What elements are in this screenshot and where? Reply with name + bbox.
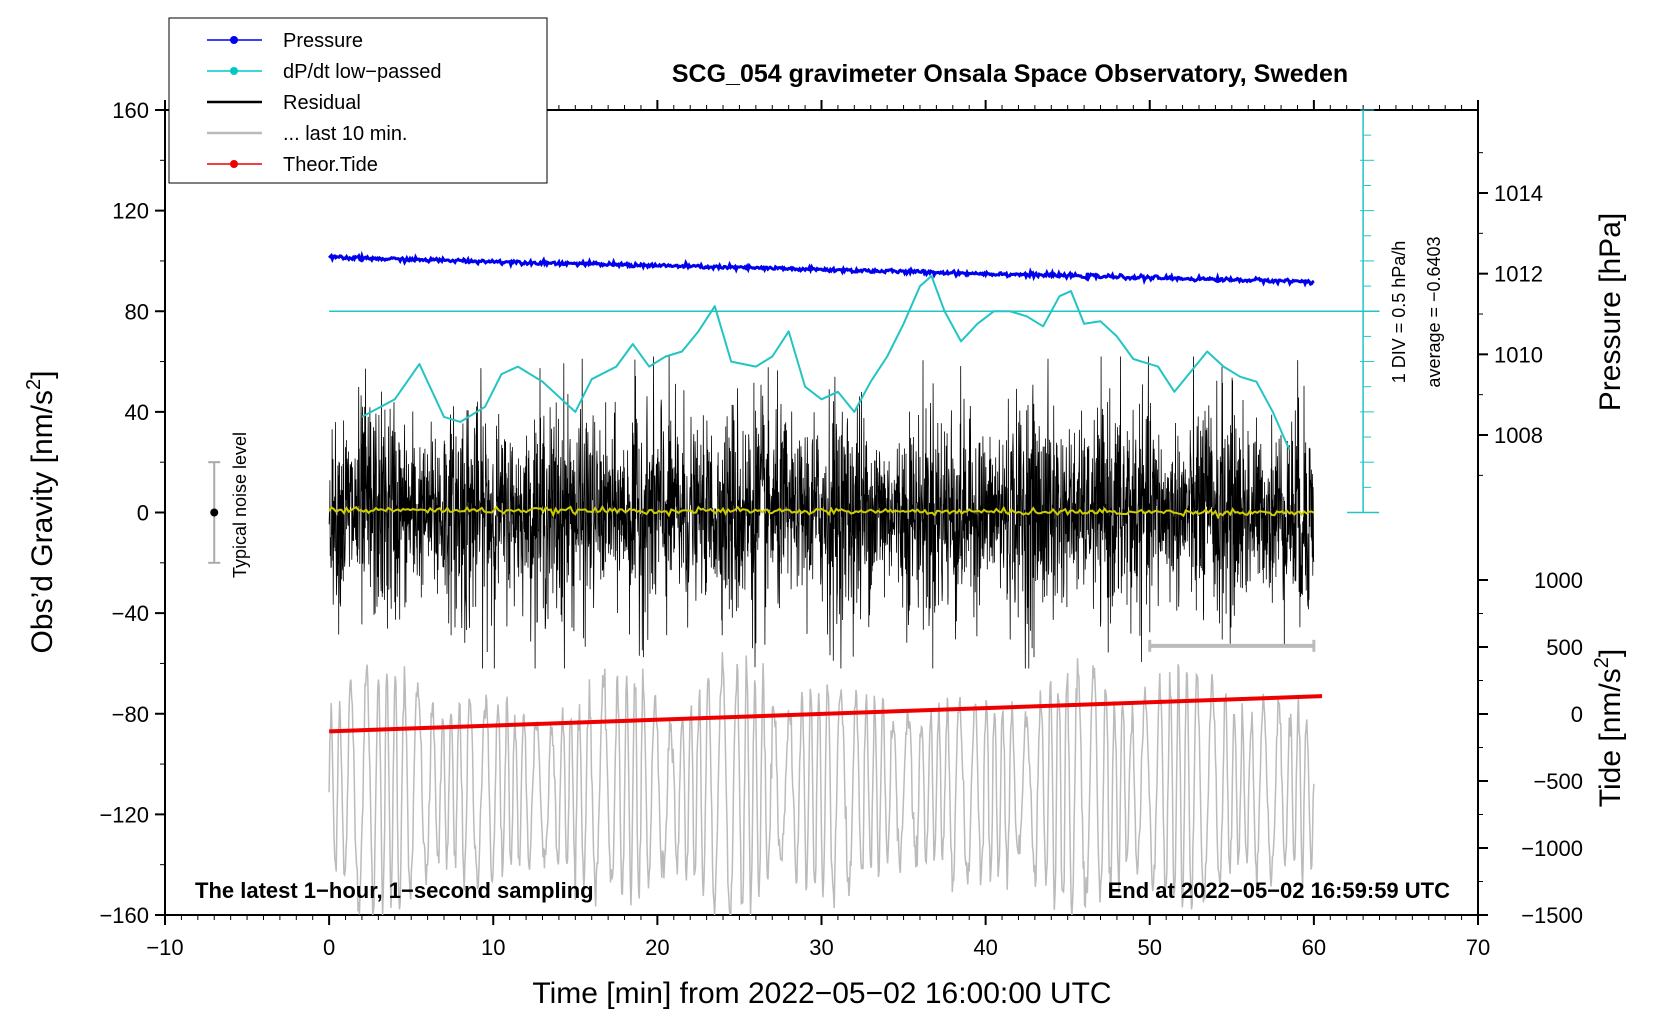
y-tick-label: 0 (137, 501, 149, 526)
residual-smoothed-line (328, 505, 1315, 519)
x-axis: −10 0 10 20 30 40 50 60 70 (146, 100, 1490, 960)
y-axis-label-sup: 2 (23, 379, 45, 390)
y-axis-label: Obs’d Gravity [nm/s2] (23, 371, 59, 654)
pressure-tick-label: 1008 (1494, 423, 1543, 448)
tide-tick-label: −1500 (1521, 903, 1583, 928)
pressure-tick-label: 1012 (1494, 262, 1543, 287)
tide-axis-label-end: ] (1594, 649, 1627, 657)
pressure-series-line (328, 250, 1315, 288)
x-tick-label: 50 (1138, 935, 1162, 960)
tide-tick-label: 500 (1546, 635, 1583, 660)
legend-box (168, 17, 548, 184)
legend-label: Theor.Tide (283, 154, 378, 176)
x-axis-label: Time [min] from 2022−05−02 16:00:00 UTC (532, 977, 1111, 1010)
tide-series-line (329, 694, 1323, 734)
chart-title: SCG_054 gravimeter Onsala Space Observat… (672, 60, 1348, 88)
y-tick-label: 160 (112, 98, 149, 123)
tide-tick-label: −500 (1533, 769, 1583, 794)
legend-swatch-marker (230, 160, 238, 168)
x-tick-label: 10 (481, 935, 505, 960)
x-tick-label: 20 (645, 935, 669, 960)
dpdt-series-line (361, 275, 1291, 451)
last10-series-line (328, 652, 1315, 915)
legend-swatch-marker (230, 67, 238, 75)
y-tick-label: 80 (125, 299, 149, 324)
footnote-left: The latest 1−hour, 1−second sampling (195, 878, 594, 903)
x-tick-label: 60 (1302, 935, 1326, 960)
dpdt-scale-label: 1 DIV = 0.5 hPa/h (1389, 241, 1409, 384)
x-tick-label: 0 (323, 935, 335, 960)
y-tick-label: −120 (99, 802, 149, 827)
pressure-tick-label: 1014 (1494, 181, 1543, 206)
tide-axis-label: Tide [nm/s2] (1591, 649, 1627, 807)
y-axis-label-end: ] (26, 371, 59, 379)
legend: Pressure dP/dt low−passed Residual ... last… (168, 17, 548, 184)
y-tick-label: 120 (112, 199, 149, 224)
x-tick-label: 40 (973, 935, 997, 960)
x-tick-label: 30 (809, 935, 833, 960)
y-tick-label: −80 (112, 702, 149, 727)
tide-axis-label-text: Tide [nm/s (1594, 668, 1627, 807)
tide-tick-label: 1000 (1534, 568, 1583, 593)
legend-label: dP/dt low−passed (283, 61, 441, 83)
dpdt-average-label: average = −0.6403 (1424, 236, 1444, 387)
y-axis-pressure: 1008 1010 1012 1014 (1478, 152, 1543, 476)
pressure-axis-label: Pressure [hPa] (1594, 213, 1627, 411)
dpdt-scale-axis (1347, 109, 1380, 514)
tide-axis-label-sup: 2 (1591, 657, 1613, 668)
tide-tick-label: −1000 (1521, 836, 1583, 861)
y-tick-label: −160 (99, 903, 149, 928)
noise-level-label: Typical noise level (230, 432, 250, 578)
legend-label: Residual (283, 92, 361, 114)
y-axis-tide: −1500 −1000 −500 0 500 1000 (1478, 568, 1583, 928)
y-tick-label: −40 (112, 601, 149, 626)
noise-bar-point (210, 508, 219, 517)
legend-label: Pressure (283, 30, 363, 52)
legend-swatch-marker (230, 36, 238, 44)
x-tick-label: 70 (1466, 935, 1490, 960)
footnote-right: End at 2022−05−02 16:59:59 UTC (1108, 878, 1451, 903)
x-tick-label: −10 (146, 935, 183, 960)
legend-label: ... last 10 min. (283, 123, 408, 145)
pressure-tick-label: 1010 (1494, 342, 1543, 367)
y-axis-label-text: Obs’d Gravity [nm/s (26, 390, 59, 653)
tide-tick-label: 0 (1571, 702, 1583, 727)
residual-series-line (328, 356, 1315, 669)
y-tick-label: 40 (125, 400, 149, 425)
y-axis-gravity: −160 −120 −80 −40 0 40 80 120 160 (99, 98, 165, 928)
data-layer (208, 250, 1380, 915)
